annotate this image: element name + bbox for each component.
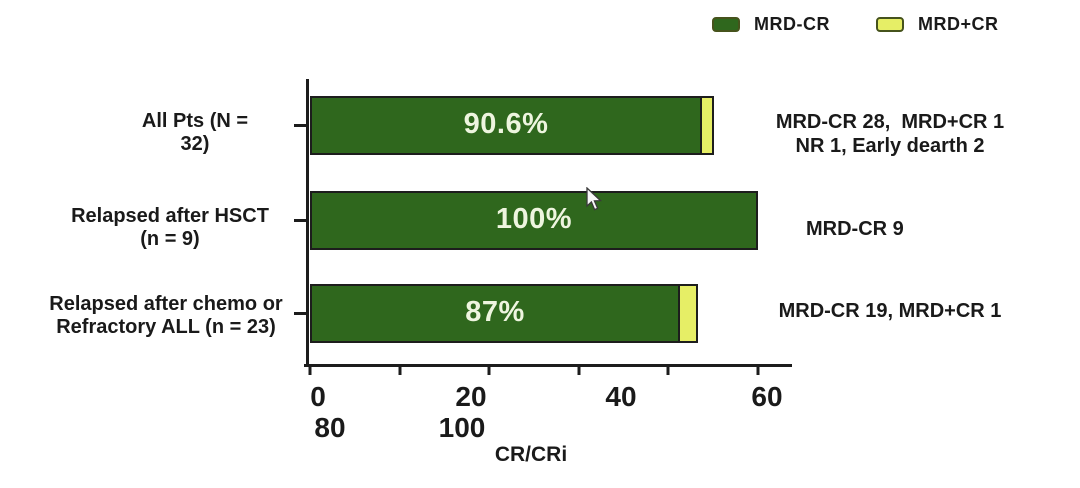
legend-item-mrd-plus-cr: MRD+CR bbox=[875, 14, 999, 35]
annotation-all-pts: MRD-CR 28, MRD+CR 1 NR 1, Early dearth 2 bbox=[748, 110, 1032, 158]
annotation-relapsed-chemo: MRD-CR 19, MRD+CR 1 bbox=[748, 299, 1032, 323]
x-tick bbox=[666, 367, 670, 375]
x-tick-label: 80 bbox=[314, 412, 346, 443]
annotation-line: MRD-CR 19, MRD+CR 1 bbox=[778, 300, 1002, 322]
category-line: All Pts (N = bbox=[141, 110, 249, 132]
bar-value-label: 87% bbox=[465, 295, 525, 328]
bar-relapsed-hsct: 100% bbox=[310, 191, 758, 250]
y-tick bbox=[294, 124, 307, 127]
x-ticks bbox=[308, 367, 760, 376]
bar-segment-mrd-plus-cr bbox=[678, 284, 698, 343]
y-axis-line bbox=[306, 79, 309, 367]
legend: MRD-CR MRD+CR bbox=[712, 14, 999, 35]
category-label-relapsed-hsct: Relapsed after HSCT (n = 9) bbox=[55, 205, 285, 251]
category-line: (n = 9) bbox=[140, 228, 200, 250]
x-tick bbox=[756, 367, 760, 375]
annotation-line: MRD-CR 28, MRD+CR 1 bbox=[775, 111, 1005, 133]
bar-segment-mrd-cr: 90.6% bbox=[310, 96, 702, 155]
annotation-relapsed-hsct: MRD-CR 9 bbox=[750, 217, 970, 241]
legend-swatch-mrd-plus-cr-icon bbox=[875, 17, 904, 32]
x-axis-line bbox=[304, 364, 792, 367]
x-tick bbox=[577, 367, 581, 375]
category-line: Refractory ALL (n = 23) bbox=[56, 316, 276, 338]
x-tick bbox=[487, 367, 491, 375]
legend-item-mrd-cr: MRD-CR bbox=[712, 14, 830, 35]
y-tick bbox=[294, 219, 307, 222]
legend-swatch-mrd-cr-icon bbox=[712, 17, 740, 32]
category-label-all-pts: All Pts (N = 32) bbox=[85, 110, 305, 156]
annotation-line: NR 1, Early dearth 2 bbox=[795, 135, 985, 157]
bar-segment-mrd-plus-cr bbox=[700, 96, 714, 155]
bar-value-label: 100% bbox=[495, 202, 573, 235]
x-tick-label: 60 bbox=[751, 381, 783, 412]
x-tick bbox=[398, 367, 402, 375]
bar-segment-mrd-cr: 100% bbox=[310, 191, 758, 250]
category-line: 32) bbox=[180, 133, 210, 155]
y-tick bbox=[294, 312, 307, 315]
x-axis-title: CR/CRi bbox=[494, 443, 568, 466]
x-tick bbox=[308, 367, 312, 375]
x-tick-label: 0 bbox=[310, 381, 326, 412]
x-tick-label: 40 bbox=[605, 381, 637, 412]
legend-label-mrd-cr: MRD-CR bbox=[754, 14, 830, 34]
category-line: Relapsed after chemo or bbox=[49, 293, 283, 315]
mouse-cursor-icon bbox=[586, 187, 603, 211]
x-tick-label: 100 bbox=[438, 412, 486, 443]
category-line: Relapsed after HSCT bbox=[71, 205, 269, 227]
bar-all-pts: 90.6% bbox=[310, 96, 758, 155]
category-label-relapsed-chemo: Relapsed after chemo or Refractory ALL (… bbox=[28, 293, 304, 339]
bar-segment-mrd-cr: 87% bbox=[310, 284, 681, 343]
annotation-line: MRD-CR 9 bbox=[806, 218, 904, 240]
legend-label-mrd-plus-cr: MRD+CR bbox=[917, 14, 999, 34]
x-tick-label: 20 bbox=[455, 381, 487, 412]
bar-relapsed-chemo: 87% bbox=[310, 284, 758, 343]
bar-value-label: 90.6% bbox=[463, 107, 549, 140]
